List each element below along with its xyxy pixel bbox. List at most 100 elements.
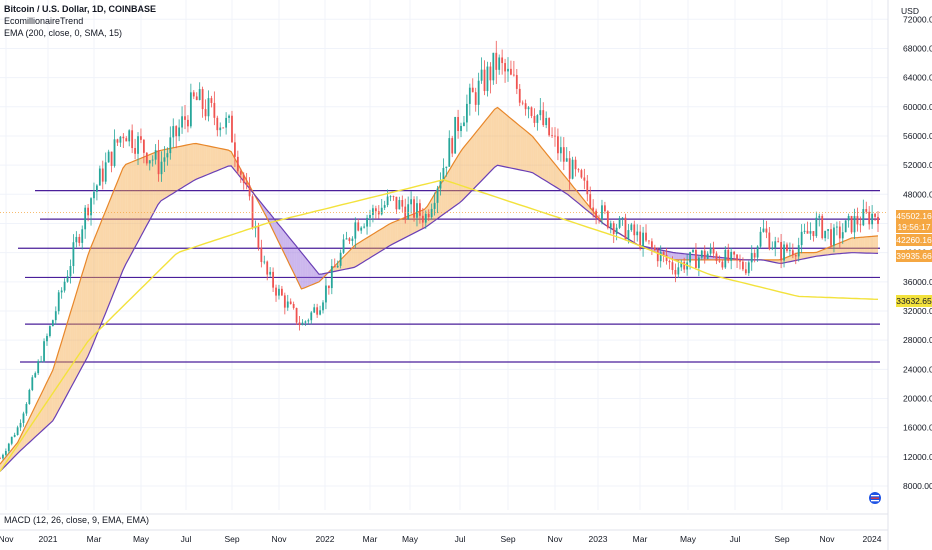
- candle-body: [733, 251, 736, 255]
- x-tick-label: Mar: [87, 534, 102, 544]
- candle-body: [187, 119, 189, 127]
- candle-body: [650, 241, 653, 248]
- candle-body: [231, 115, 233, 143]
- band-segment: [169, 148, 172, 196]
- x-tick-label: Sep: [500, 534, 515, 544]
- band-segment: [228, 150, 231, 167]
- band-segment: [111, 189, 115, 298]
- candle-body: [774, 241, 777, 248]
- candle-body: [298, 322, 301, 326]
- band-segment: [89, 244, 93, 352]
- candle-body: [222, 127, 225, 129]
- candle-body: [131, 130, 134, 149]
- band-segment: [362, 239, 365, 263]
- band-segment: [498, 108, 501, 166]
- band-segment: [171, 147, 174, 195]
- indicator-legend-ema[interactable]: EMA (200, close, 0, SMA, 15): [4, 28, 123, 38]
- band-segment: [474, 131, 477, 189]
- band-segment: [829, 246, 832, 255]
- candle-body: [354, 222, 357, 239]
- band-segment: [469, 137, 472, 193]
- candle-body: [794, 255, 797, 257]
- candle-body: [292, 304, 295, 308]
- candle-body: [653, 247, 656, 251]
- candle-body: [868, 211, 871, 225]
- band-segment: [496, 107, 499, 166]
- band-segment: [280, 227, 284, 252]
- time-axis[interactable]: Nov 2021 Mar May Jul Sep Nov 2022 Mar May Jul Sep No…: [0, 534, 882, 544]
- band-segment: [208, 146, 211, 175]
- currency-label[interactable]: USD: [901, 6, 919, 16]
- candle-body: [360, 227, 363, 231]
- band-segment: [528, 133, 532, 173]
- band-segment: [355, 243, 358, 267]
- band-segment: [120, 168, 123, 276]
- candle-body: [19, 422, 22, 428]
- candle-body: [489, 66, 492, 81]
- band-segment: [875, 235, 878, 254]
- band-segment: [408, 215, 411, 237]
- band-segment: [873, 236, 876, 254]
- candle-body: [169, 137, 172, 154]
- band-segment: [289, 238, 292, 270]
- candle-body: [386, 196, 389, 206]
- band-segment: [302, 254, 306, 289]
- candle-body: [791, 250, 794, 256]
- candle-body: [877, 216, 879, 224]
- x-tick-label: 2023: [589, 534, 608, 544]
- candle-body: [809, 231, 812, 234]
- candle-body: [671, 262, 674, 270]
- flag-icon[interactable]: [869, 492, 881, 504]
- band-segment: [105, 206, 108, 314]
- candle-body: [604, 205, 606, 212]
- candle-body: [721, 261, 724, 268]
- candle-body: [709, 247, 712, 254]
- band-segment: [300, 251, 303, 289]
- band-segment: [445, 172, 448, 213]
- band-segment: [188, 144, 191, 184]
- candle-body: [609, 223, 612, 228]
- candle-body: [841, 232, 844, 239]
- y-tick-label: 8000.00: [903, 481, 932, 491]
- candle-body: [178, 127, 181, 137]
- band-segment: [575, 188, 578, 203]
- candle-body: [656, 250, 659, 262]
- candle-body: [571, 159, 574, 179]
- candle-body: [336, 265, 339, 268]
- candle-body: [521, 102, 524, 104]
- band-segment: [79, 277, 82, 373]
- band-segment: [467, 139, 470, 196]
- candle-body: [859, 224, 862, 226]
- candle-body: [154, 150, 157, 160]
- candle-body: [163, 157, 166, 162]
- candle-body: [63, 281, 66, 291]
- band-segment: [230, 150, 233, 168]
- candle-body: [351, 238, 354, 241]
- band-segment: [346, 251, 350, 269]
- candle-body: [445, 166, 448, 168]
- x-tick-label: Sep: [224, 534, 239, 544]
- band-segment: [87, 249, 90, 357]
- band-segment: [869, 236, 872, 254]
- candle-body: [348, 238, 351, 241]
- x-tick-label: 2024: [863, 534, 882, 544]
- candle-body: [551, 135, 553, 137]
- candle-body: [659, 252, 662, 262]
- candle-body: [395, 196, 398, 210]
- candle-body: [283, 295, 286, 308]
- candle-body: [662, 252, 665, 255]
- candle-body: [313, 307, 316, 313]
- price-tag-trend: 39935.66: [896, 251, 932, 261]
- candle-body: [60, 290, 63, 293]
- candle-body: [715, 253, 718, 261]
- band-segment: [509, 117, 512, 169]
- candle-body: [16, 427, 19, 435]
- macd-legend[interactable]: MACD (12, 26, close, 9, EMA, EMA): [4, 515, 150, 525]
- candle-body: [263, 261, 266, 263]
- candle-body: [683, 261, 686, 270]
- candle-body: [727, 249, 730, 261]
- indicator-legend-trend[interactable]: EcomillionaireTrend: [4, 16, 84, 26]
- band-segment: [842, 240, 846, 254]
